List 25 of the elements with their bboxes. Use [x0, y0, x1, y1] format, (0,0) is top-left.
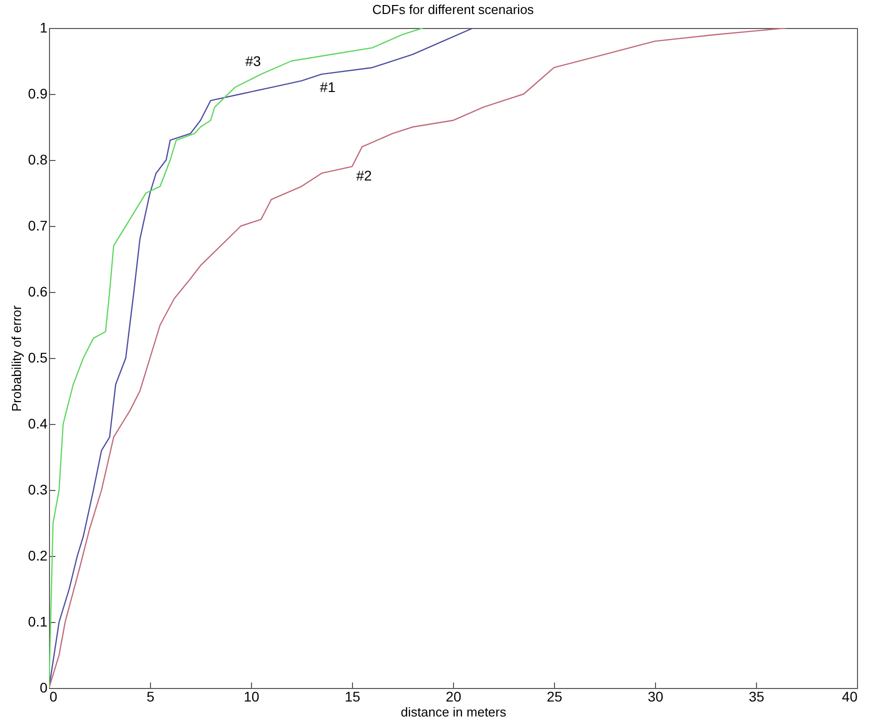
x-tick-label: 35 [748, 688, 764, 704]
annotation: #3 [245, 53, 262, 70]
annotation: #2 [356, 168, 372, 184]
x-tick-label: 30 [648, 688, 664, 704]
x-tick-label: 10 [244, 688, 260, 704]
y-tick-label: 0.6 [28, 284, 48, 300]
y-tick-label: 0.4 [28, 416, 48, 432]
y-tick-label: 0.3 [28, 482, 48, 498]
y-tick-label: 0.1 [28, 614, 48, 630]
chart-title: CDFs for different scenarios [372, 2, 534, 17]
x-axis-title: distance in meters [400, 704, 507, 720]
y-axis-title: Probability of error [9, 304, 24, 412]
x-tick-label: 20 [446, 688, 462, 704]
x-tick-label: 40 [842, 688, 858, 704]
y-tick-label: 1 [40, 20, 48, 36]
x-tick-label: 15 [344, 688, 360, 704]
y-tick-label: 0.2 [28, 548, 48, 564]
y-tick-label: 0.8 [28, 152, 48, 168]
y-tick-label: 0.7 [28, 218, 48, 234]
line-series [49, 28, 787, 688]
x-tick-label: 25 [546, 688, 562, 704]
x-tick-label: 5 [146, 688, 155, 704]
y-tick-label: 0.9 [28, 86, 48, 102]
y-tick-label: 0.5 [28, 350, 48, 366]
annotation: #1 [320, 79, 336, 96]
